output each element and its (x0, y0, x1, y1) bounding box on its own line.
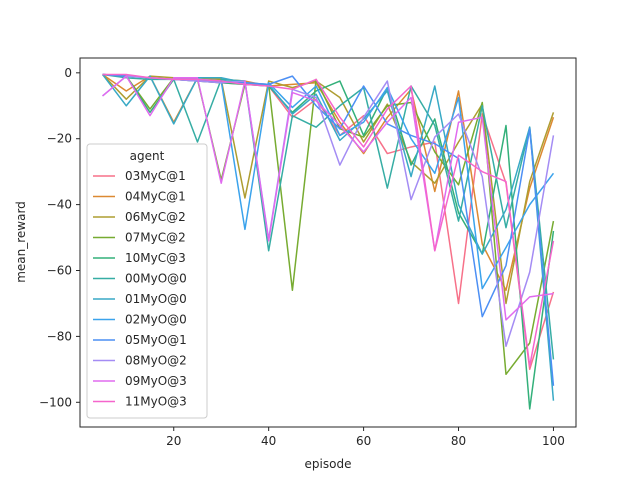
legend-label-05MyO@1: 05MyO@1 (125, 333, 187, 347)
legend-title: agent (130, 149, 165, 163)
legend-label-04MyC@1: 04MyC@1 (125, 190, 186, 204)
legend-label-07MyC@2: 07MyC@2 (125, 231, 186, 245)
series-lines (101, 73, 555, 410)
legend-label-03MyC@1: 03MyC@1 (125, 169, 186, 183)
y-axis-ticks: 0 −20 −40 −60 −80 −100 (39, 66, 80, 409)
y-tick-label: −80 (47, 329, 72, 343)
y-tick-label: −100 (39, 395, 72, 409)
legend-label-01MyO@0: 01MyO@0 (125, 292, 187, 306)
legend: agent 03MyC@1 04MyC@1 06MyC@2 07MyC@2 10MyC@3… (86, 143, 208, 419)
x-tick-label: 100 (542, 434, 565, 448)
series-line-11MyO@3 (102, 73, 555, 367)
legend-label-00MyO@0: 00MyO@0 (125, 272, 187, 286)
legend-label-09MyO@3: 09MyO@3 (125, 374, 187, 388)
legend-label-11MyO@3: 11MyO@3 (125, 395, 187, 409)
legend-label-02MyO@0: 02MyO@0 (125, 313, 187, 327)
y-tick-label: −20 (47, 132, 72, 146)
plot-frame (79, 57, 577, 428)
y-axis-label: mean_reward (14, 201, 28, 283)
x-axis-label: episode (305, 457, 352, 471)
y-tick-label: 0 (64, 66, 72, 80)
x-tick-label: 80 (451, 434, 466, 448)
legend-box (86, 143, 208, 419)
legend-label-06MyC@2: 06MyC@2 (125, 210, 186, 224)
x-tick-label: 60 (356, 434, 371, 448)
series-line-09MyO@3 (102, 75, 554, 321)
x-tick-label: 20 (166, 434, 181, 448)
legend-label-08MyO@2: 08MyO@2 (125, 354, 187, 368)
y-tick-label: −60 (47, 264, 72, 278)
x-tick-label: 40 (261, 434, 276, 448)
legend-label-10MyC@3: 10MyC@3 (125, 251, 186, 265)
x-axis-ticks: 20 40 60 80 100 (166, 427, 565, 448)
y-tick-label: −40 (47, 198, 72, 212)
